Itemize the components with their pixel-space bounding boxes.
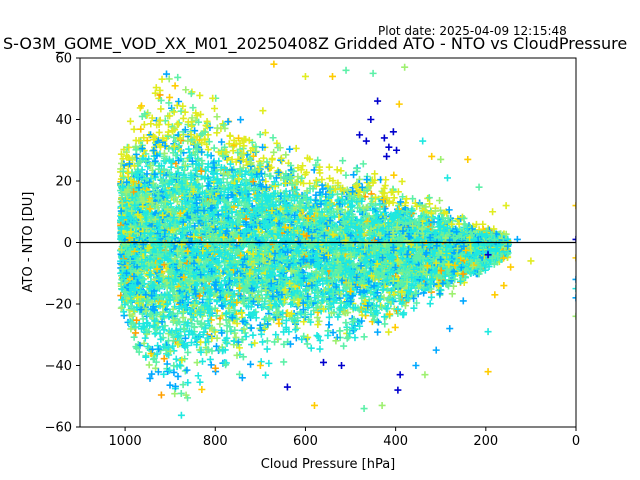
scatter-point <box>170 133 178 141</box>
scatter-point <box>399 193 407 201</box>
scatter-point <box>263 337 271 345</box>
scatter-point <box>174 73 182 81</box>
scatter-point <box>413 299 421 307</box>
scatter-points <box>117 60 576 419</box>
scatter-point <box>340 342 348 350</box>
scatter-point <box>137 102 145 110</box>
scatter-point <box>140 339 148 347</box>
scatter-point <box>218 138 226 146</box>
scatter-point <box>263 345 271 353</box>
scatter-point <box>273 139 281 147</box>
scatter-point <box>381 320 389 328</box>
scatter-point <box>193 359 201 367</box>
scatter-point <box>293 303 301 311</box>
scatter-point <box>239 353 247 361</box>
scatter-point <box>272 174 280 182</box>
scatter-point <box>359 160 367 168</box>
scatter-point <box>166 381 174 389</box>
scatter-point <box>158 75 166 83</box>
scatter-point <box>182 86 190 94</box>
scatter-point <box>160 370 168 378</box>
scatter-point <box>224 118 232 126</box>
scatter-point <box>314 333 322 341</box>
scatter-point <box>206 355 214 363</box>
scatter-point <box>305 316 313 324</box>
